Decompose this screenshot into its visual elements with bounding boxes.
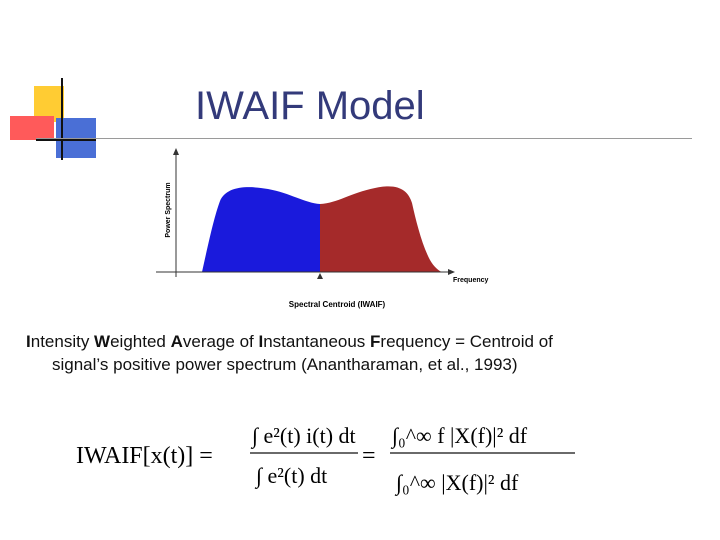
definition-line-1-part: A bbox=[170, 332, 183, 351]
logo-red-square bbox=[10, 116, 54, 140]
formula-equals: = bbox=[362, 443, 376, 469]
slide-title: IWAIF Model bbox=[195, 84, 425, 128]
definition-text: Intensity Weighted Average of Instantane… bbox=[26, 330, 666, 376]
definition-line-1-part: W bbox=[94, 332, 111, 351]
y-axis-label: Power Spectrum bbox=[165, 182, 172, 237]
centroid-label: Spectral Centroid (IWAIF) bbox=[289, 300, 386, 309]
iwaif-formula: IWAIF[x(t)] = ∫ e²(t) i(t) dt ∫ e²(t) dt… bbox=[76, 423, 575, 496]
title-divider bbox=[36, 138, 692, 139]
definition-line-1-part: nstantaneous bbox=[263, 332, 371, 351]
definition-line-1-part: I bbox=[26, 332, 31, 351]
definition-line-1-part: requency = Centroid of bbox=[380, 332, 553, 351]
x-axis-arrow bbox=[448, 269, 455, 275]
definition-line-2: signal’s positive power spectrum (Ananth… bbox=[52, 355, 518, 374]
definition-line-1-part: I bbox=[258, 332, 264, 351]
spectrum-right-region bbox=[320, 186, 442, 272]
formula-lhs: IWAIF[x(t)] = bbox=[76, 443, 213, 469]
formula-frac2-numerator: ∫₀^∞ f |X(f)|² df bbox=[390, 423, 528, 449]
definition-line-1: Intensity Weighted Average of Instantane… bbox=[26, 332, 553, 351]
centroid-marker bbox=[317, 273, 323, 279]
spectrum-left-region bbox=[202, 187, 320, 272]
definition-line-1-part: F bbox=[370, 332, 381, 351]
slide-logo bbox=[10, 78, 96, 160]
power-spectrum-diagram: Power Spectrum Frequency Spectral Centro… bbox=[156, 148, 489, 309]
x-axis-label: Frequency bbox=[453, 277, 489, 284]
formula-frac1-denominator: ∫ e²(t) dt bbox=[254, 463, 327, 489]
formula-frac2-denominator: ∫₀^∞ |X(f)|² df bbox=[394, 470, 519, 496]
y-axis-arrow bbox=[173, 148, 179, 155]
definition-line-1-part: verage of bbox=[182, 332, 259, 351]
formula-frac1-numerator: ∫ e²(t) i(t) dt bbox=[250, 423, 356, 449]
definition-line-1-part: eighted bbox=[110, 332, 171, 351]
definition-line-1-part: ntensity bbox=[30, 332, 95, 351]
